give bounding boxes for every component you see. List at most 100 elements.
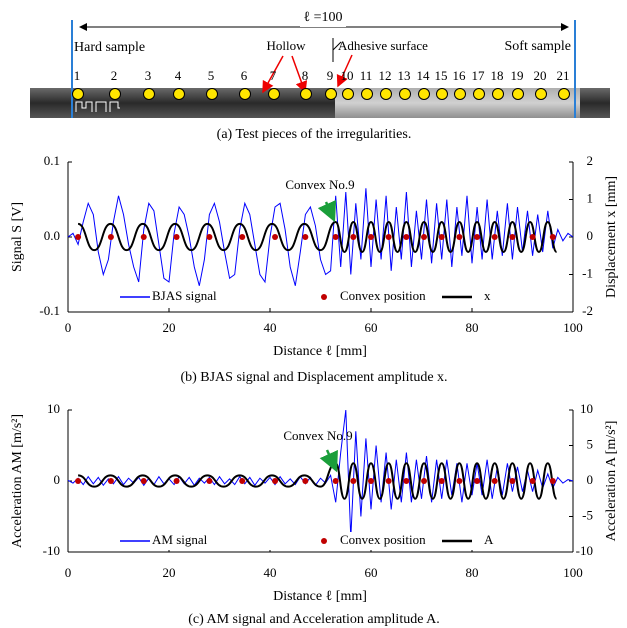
convex-point [302,478,309,484]
convex-number: 7 [270,68,277,83]
y-axis-label: Signal S [V] [10,202,25,272]
chart: 0 20 40 60 80 100 -10 0 10 -10 -5 0 5 10 Acceleration … [10,401,619,627]
y2-axis-label: Acceleration A [m/s²] [604,421,619,542]
caption: (c) AM signal and Acceleration amplitude… [188,612,440,627]
convex-number: 13 [398,68,411,83]
y2-tick-label: 2 [587,153,594,168]
convex-point [332,478,339,484]
y2-tick-label: -1 [582,265,593,280]
adhesive-arrow [336,54,353,88]
convex-number: 6 [241,68,248,83]
x-tick-label: 100 [563,565,583,580]
convex-point [509,478,516,484]
convex-point [173,234,180,240]
convex-marker [109,88,121,100]
chart: 0 20 40 60 80 100 -0.1 0.0 0.1 -2 -1 0 1 2 Signal S [V… [10,153,619,385]
convex-marker [268,88,280,100]
y-tick-label: 0.1 [44,153,60,168]
convex-marker [72,88,84,100]
legend-label: BJAS signal [152,288,217,303]
amplitude-curve [77,462,558,500]
convex-marker [300,88,312,100]
x-tick-label: 40 [264,565,277,580]
legend-label: Convex position [340,288,426,303]
convex-point [140,478,147,484]
convex-number: 19 [511,68,524,83]
convex-point [474,234,481,240]
y2-tick-label: -10 [576,543,593,558]
caption: (a) Test pieces of the irregularities. [217,127,412,142]
convex-point [403,478,410,484]
convex-point [385,234,392,240]
convex-point [549,234,556,240]
convex-marker [173,88,185,100]
y2-axis-label: Displacement x [mm] [604,176,619,298]
x-tick-label: 80 [466,565,479,580]
convex-point [173,478,180,484]
profile-marks [75,101,120,112]
convex-marker [399,88,411,100]
divider [332,41,342,51]
convex-point [438,234,445,240]
convex-point [421,478,428,484]
y-tick-label: 0 [54,472,61,487]
x-axis-label: Distance ℓ [mm] [273,589,367,604]
convex-marker [473,88,485,100]
x-axis-label: Distance ℓ [mm] [273,344,367,359]
convex-point [272,234,279,240]
convex-marker [206,88,218,100]
convex-point [509,234,516,240]
convex-point [529,234,536,240]
y2-tick-label: 10 [580,401,593,416]
convex-marker [454,88,466,100]
convex-number: 15 [435,68,448,83]
y-axis-label: Acceleration AM [m/s²] [10,414,25,548]
convex-number: 1 [74,68,81,83]
convex-point [421,234,428,240]
adhesive-label: Adhesive surface [338,38,428,53]
convex-point [140,234,147,240]
x-tick-label: 20 [163,320,176,335]
hollow-arrow [291,55,308,94]
y2-tick-label: 1 [587,190,594,205]
convex-point [385,478,392,484]
convex-point [368,234,374,240]
y2-tick-label: -2 [582,303,593,318]
convex-marker [418,88,430,100]
convex-number: 20 [534,68,547,83]
x-tick-label: 0 [65,320,72,335]
convex-number: 8 [302,68,309,83]
convex-point [456,234,463,240]
convex-point [456,478,463,484]
legend-label: AM signal [152,532,208,547]
convex-marker [143,88,155,100]
convex-marker [342,88,354,100]
convex-number: 14 [417,68,431,83]
convex-marker [558,88,570,100]
convex-point [107,478,114,484]
length-label: ℓ =100 [303,10,342,25]
convex-number: 10 [341,68,354,83]
amplitude-curve [77,220,558,254]
convex-marker [535,88,547,100]
soft-label: Soft sample [505,39,572,54]
x-tick-label: 40 [264,320,277,335]
convex-point [75,234,82,240]
convex-point [107,234,114,240]
y-tick-label: -0.1 [39,303,60,318]
convex-number: 17 [472,68,486,83]
convex-number: 21 [557,68,570,83]
convex-point [302,234,309,240]
convex-point [549,478,556,484]
y2-tick-label: 0 [587,472,594,487]
convex-point [403,234,410,240]
photo-panel: ℓ =100 Hard sample Hollow Adhesive surfa… [30,10,610,142]
convex-point [474,478,481,484]
convex-point [350,234,357,240]
y2-tick-label: 5 [587,436,594,451]
convex-marker [380,88,392,100]
annotation-arrow [317,199,337,223]
convex-number: 9 [327,68,334,83]
